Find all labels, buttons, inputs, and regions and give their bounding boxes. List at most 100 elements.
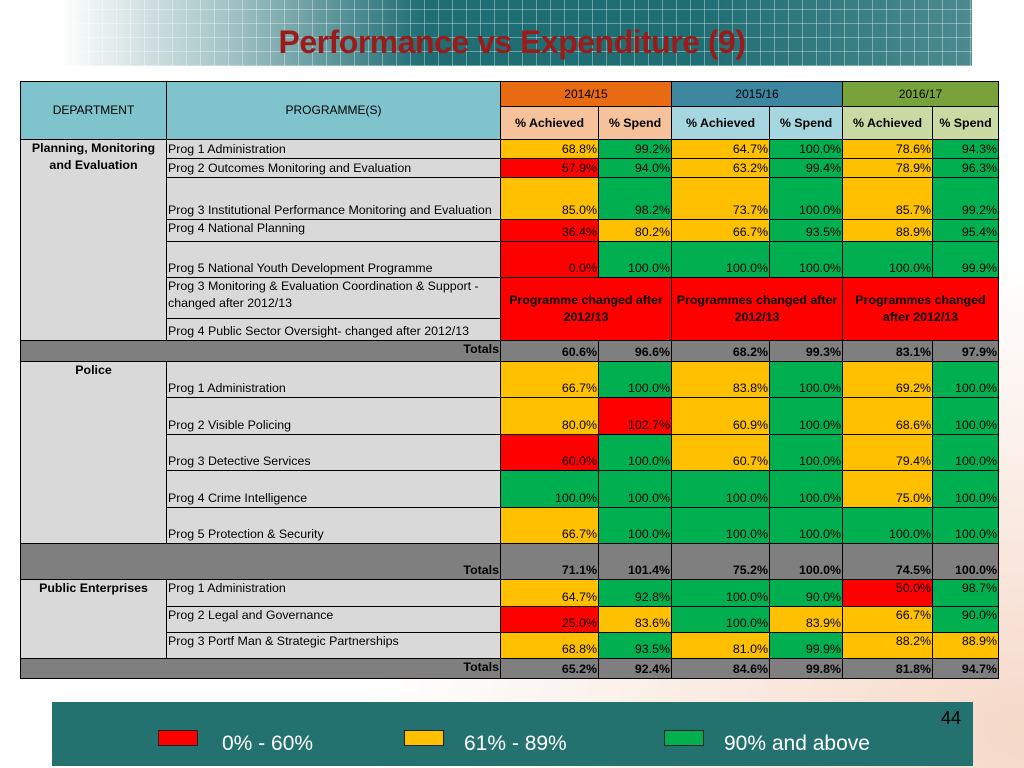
value-cell: 99.2% xyxy=(598,139,672,159)
header-year-2016: 2016/17 xyxy=(842,81,999,107)
programme-cell: Prog 4 National Planning xyxy=(166,219,501,242)
value-cell: 100.0% xyxy=(671,507,770,544)
value-cell: 66.7% xyxy=(671,219,770,242)
value-cell: 100.0% xyxy=(671,579,770,607)
value-cell: 79.4% xyxy=(842,434,933,471)
legend-swatch-amber xyxy=(404,730,444,746)
total-value: 71.1% xyxy=(500,543,599,580)
value-cell: 88.9% xyxy=(842,219,933,242)
value-cell: 73.7% xyxy=(671,177,770,220)
value-cell: 85.0% xyxy=(500,177,599,220)
total-value: 101.4% xyxy=(598,543,672,580)
value-cell: 25.0% xyxy=(500,606,599,633)
legend-swatch-red xyxy=(158,730,198,746)
totals-label: Totals xyxy=(20,340,501,362)
value-cell: 100.0% xyxy=(598,241,672,278)
subheader-achieved: % Achieved xyxy=(500,106,599,140)
value-cell: 100.0% xyxy=(769,139,843,159)
department-cell: Police xyxy=(20,361,167,544)
header-row-measures: % Achieved % Spend % Achieved % Spend % … xyxy=(21,106,999,140)
programme-cell: Prog 1 Administration xyxy=(166,361,501,398)
value-cell: 100.0% xyxy=(598,361,672,398)
value-cell: 100.0% xyxy=(932,397,999,435)
value-cell: 85.7% xyxy=(842,177,933,220)
subheader-spend: % Spend xyxy=(932,106,999,140)
value-cell: 60.7% xyxy=(671,434,770,471)
value-cell: 99.4% xyxy=(769,158,843,178)
value-cell: 50.0% xyxy=(842,579,933,607)
changed-note: Programmes changed after 2012/13 xyxy=(842,277,999,341)
table-row: Prog 3 Institutional Performance Monitor… xyxy=(21,177,999,220)
value-cell: 63.2% xyxy=(671,158,770,178)
legend-swatch-green xyxy=(664,730,704,746)
programme-cell: Prog 3 Monitoring & Evaluation Coordinat… xyxy=(166,277,501,319)
changed-note: Programmes changed after 2012/13 xyxy=(671,277,843,341)
value-cell: 100.0% xyxy=(769,434,843,471)
value-cell: 78.6% xyxy=(842,139,933,159)
table-row: Prog 3 Portf Man & Strategic Partnership… xyxy=(21,632,999,659)
value-cell: 88.2% xyxy=(842,632,933,659)
value-cell: 99.9% xyxy=(769,632,843,659)
programme-cell: Prog 4 Crime Intelligence xyxy=(166,470,501,508)
value-cell: 75.0% xyxy=(842,470,933,508)
totals-label: Totals xyxy=(20,658,501,679)
value-cell: 96.3% xyxy=(932,158,999,178)
programme-cell: Prog 2 Visible Policing xyxy=(166,397,501,435)
table-row: Prog 2 Legal and Governance 25.0% 83.6% … xyxy=(21,606,999,633)
totals-row: Totals 65.2% 92.4% 84.6% 99.8% 81.8% 94.… xyxy=(20,658,999,679)
value-cell: 66.7% xyxy=(500,507,599,544)
value-cell: 94.3% xyxy=(932,139,999,159)
total-value: 60.6% xyxy=(500,340,599,362)
value-cell: 60.9% xyxy=(671,397,770,435)
total-value: 99.3% xyxy=(769,340,843,362)
value-cell: 90.0% xyxy=(932,606,999,633)
header-department: DEPARTMENT xyxy=(20,81,167,140)
value-cell: 90.0% xyxy=(769,579,843,607)
table-row: Prog 2 Outcomes Monitoring and Evaluatio… xyxy=(21,158,999,178)
value-cell: 100.0% xyxy=(769,361,843,398)
value-cell: 80.0% xyxy=(500,397,599,435)
total-value: 84.6% xyxy=(671,658,770,679)
value-cell: 100.0% xyxy=(769,507,843,544)
table-row: Prog 3 Detective Services 60.0% 100.0% 6… xyxy=(21,434,999,471)
value-cell: 93.5% xyxy=(598,632,672,659)
performance-table: DEPARTMENT PROGRAMME(S) 2014/15 2015/16 … xyxy=(20,81,999,679)
value-cell: 99.2% xyxy=(932,177,999,220)
total-value: 68.2% xyxy=(671,340,770,362)
value-cell: 100.0% xyxy=(598,434,672,471)
header-programme: PROGRAMME(S) xyxy=(166,81,501,140)
subheader-achieved: % Achieved xyxy=(842,106,933,140)
totals-row: Totals 71.1% 101.4% 75.2% 100.0% 74.5% 1… xyxy=(20,543,999,580)
header-row-years: DEPARTMENT PROGRAMME(S) 2014/15 2015/16 … xyxy=(20,81,999,140)
value-cell: 94.0% xyxy=(598,158,672,178)
legend-footer: 44 0% - 60% 61% - 89% 90% and above xyxy=(52,702,973,766)
value-cell: 88.9% xyxy=(932,632,999,659)
page-title: Performance vs Expenditure (9) xyxy=(278,24,746,60)
header-grid-banner xyxy=(60,0,972,66)
table-row: Planning, Monitoring and Evaluation Prog… xyxy=(20,139,999,341)
table-row: Police Prog 1 Administration 66.7% 100.0… xyxy=(20,361,999,544)
table-row: Public Enterprises Prog 1 Administration… xyxy=(20,579,999,659)
value-cell: 83.6% xyxy=(598,606,672,633)
value-cell: 92.8% xyxy=(598,579,672,607)
value-cell: 95.4% xyxy=(932,219,999,242)
subheader-achieved: % Achieved xyxy=(671,106,770,140)
value-cell: 98.2% xyxy=(598,177,672,220)
total-value: 83.1% xyxy=(842,340,933,362)
table-row: Prog 4 Crime Intelligence 100.0% 100.0% … xyxy=(21,470,999,508)
programme-cell: Prog 1 Administration xyxy=(166,579,501,607)
totals-row: Totals 60.6% 96.6% 68.2% 99.3% 83.1% 97.… xyxy=(20,340,999,362)
value-cell: 100.0% xyxy=(769,177,843,220)
value-cell: 100.0% xyxy=(842,241,933,278)
value-cell: 78.9% xyxy=(842,158,933,178)
value-cell: 64.7% xyxy=(671,139,770,159)
value-cell: 66.7% xyxy=(842,606,933,633)
table-row: Prog 2 Visible Policing 80.0% 102.7% 60.… xyxy=(21,397,999,435)
totals-label: Totals xyxy=(20,543,501,580)
programme-cell: Prog 3 Portf Man & Strategic Partnership… xyxy=(166,632,501,659)
value-cell: 68.6% xyxy=(842,397,933,435)
value-cell: 99.9% xyxy=(932,241,999,278)
total-value: 97.9% xyxy=(932,340,999,362)
programme-cell: Prog 5 Protection & Security xyxy=(166,507,501,544)
value-cell: 100.0% xyxy=(932,361,999,398)
